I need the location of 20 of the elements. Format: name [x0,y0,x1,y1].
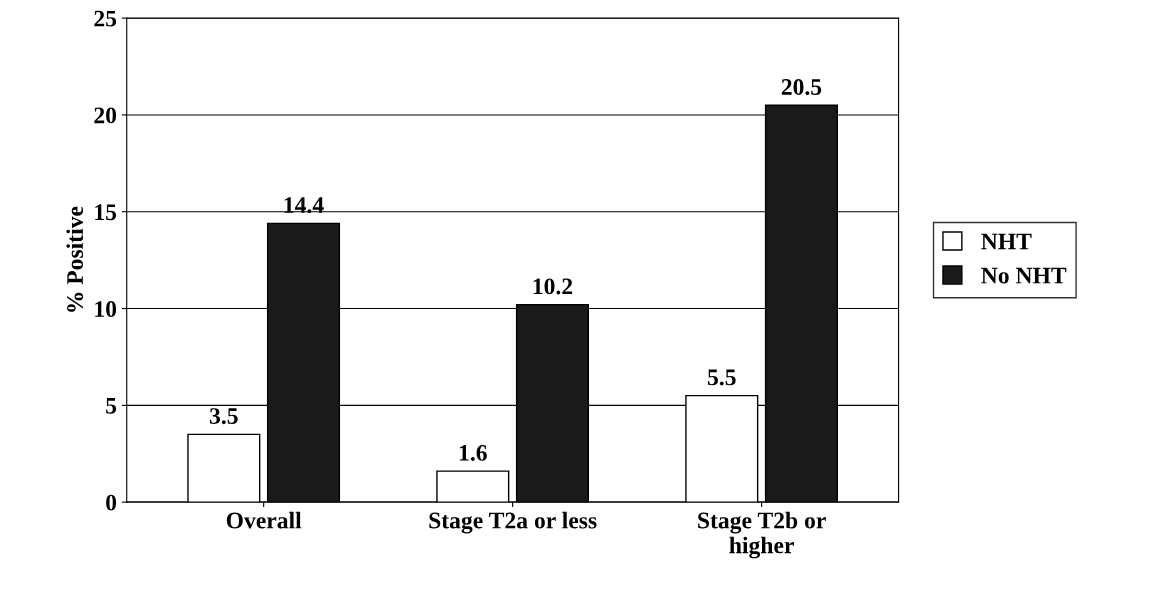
x-tick-label: Stage T2a or less [429,511,597,534]
data-label: 1.6 [459,444,487,461]
data-label: 10.2 [533,278,573,295]
legend-label: NHT [981,233,1032,250]
data-label: 14.4 [284,197,324,214]
y-tick-label: 0 [106,494,117,511]
bar [436,470,510,503]
y-tick-label: 5 [106,398,117,414]
y-tick-label: 10 [95,301,117,317]
y-tick-label: 20 [94,107,117,124]
data-label: 20.5 [781,78,822,96]
y-tick-label: 25 [94,10,117,27]
y-axis-title: % Positive [66,206,84,312]
y-tick-label: 15 [95,204,117,221]
x-tick-label: Stage T2b or higher [698,511,826,559]
legend-label: No NHT [981,267,1067,284]
data-label: 3.5 [209,408,238,425]
bar [187,433,261,503]
data-label: 5.5 [707,369,736,386]
x-tick-label: Overall [226,511,302,529]
